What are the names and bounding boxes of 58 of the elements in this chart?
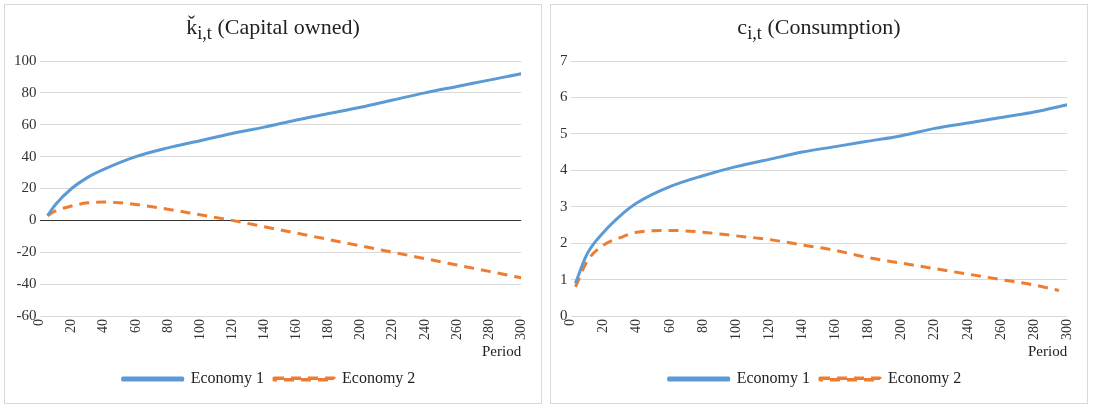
- x-tick-label: 20: [595, 319, 611, 333]
- x-tick-label: 40: [628, 319, 644, 333]
- x-tick-label: 120: [760, 319, 776, 340]
- x-tick-label: 300: [1058, 319, 1074, 340]
- x-tick-label: 220: [926, 319, 942, 340]
- y-tick-label: 6: [560, 88, 568, 105]
- x-tick-label: 160: [827, 319, 843, 340]
- y-tick-label: 7: [560, 51, 568, 68]
- x-axis-title: Period: [482, 342, 522, 359]
- x-tick-label: 60: [127, 319, 143, 333]
- y-tick-label: 0: [29, 211, 37, 228]
- x-tick-label: 80: [694, 319, 710, 333]
- x-tick-label: 300: [512, 319, 528, 340]
- x-tick-label: 180: [320, 319, 336, 340]
- y-tick-label: 40: [21, 147, 37, 164]
- x-tick-label: 160: [288, 319, 304, 340]
- x-tick-label: 220: [384, 319, 400, 340]
- x-tick-label: 260: [992, 319, 1008, 340]
- x-tick-label: 140: [255, 319, 271, 340]
- x-tick-label: 80: [159, 319, 175, 333]
- legend-label: Economy 1: [190, 369, 265, 388]
- y-tick-label: 2: [560, 234, 568, 251]
- legend-label: Economy 2: [342, 369, 416, 388]
- y-tick-label: 100: [14, 51, 37, 68]
- legend-label: Economy 1: [736, 369, 811, 388]
- x-tick-label: 140: [793, 319, 809, 340]
- y-tick-label: 3: [560, 197, 568, 214]
- y-tick-label: 60: [21, 115, 37, 132]
- line-series: [573, 228, 1061, 292]
- x-tick-label: 100: [191, 319, 207, 340]
- x-tick-label: 200: [893, 319, 909, 340]
- chart-title: c$_{i,t}$ (Consumption): [736, 13, 902, 46]
- x-tick-label: 260: [448, 319, 464, 340]
- x-tick-label: 100: [727, 319, 743, 340]
- y-tick-label: -40: [16, 275, 37, 292]
- y-tick-label: 1: [560, 270, 568, 287]
- x-tick-label: 0: [31, 319, 47, 326]
- x-tick-label: 180: [860, 319, 876, 340]
- chart-title: ǩ$_{i,t}$ (Capital owned): [185, 13, 361, 46]
- line-series: [46, 72, 522, 218]
- x-tick-label: 20: [63, 319, 79, 333]
- x-tick-label: 240: [959, 319, 975, 340]
- x-axis-title: Period: [1028, 342, 1068, 359]
- x-tick-label: 240: [416, 319, 432, 340]
- x-tick-label: 60: [661, 319, 677, 333]
- x-tick-label: 200: [352, 319, 368, 340]
- line-series: [573, 103, 1068, 285]
- x-tick-label: 280: [480, 319, 496, 340]
- x-tick-label: 280: [1025, 319, 1041, 340]
- y-tick-label: 80: [21, 83, 37, 100]
- x-tick-label: 40: [95, 319, 111, 333]
- legend-label: Economy 2: [888, 369, 962, 388]
- y-tick-label: 20: [21, 179, 37, 196]
- y-tick-label: 5: [560, 124, 568, 141]
- x-tick-label: 120: [223, 319, 239, 340]
- y-tick-label: -20: [16, 243, 37, 260]
- line-series: [46, 200, 522, 280]
- y-tick-label: 4: [560, 161, 568, 178]
